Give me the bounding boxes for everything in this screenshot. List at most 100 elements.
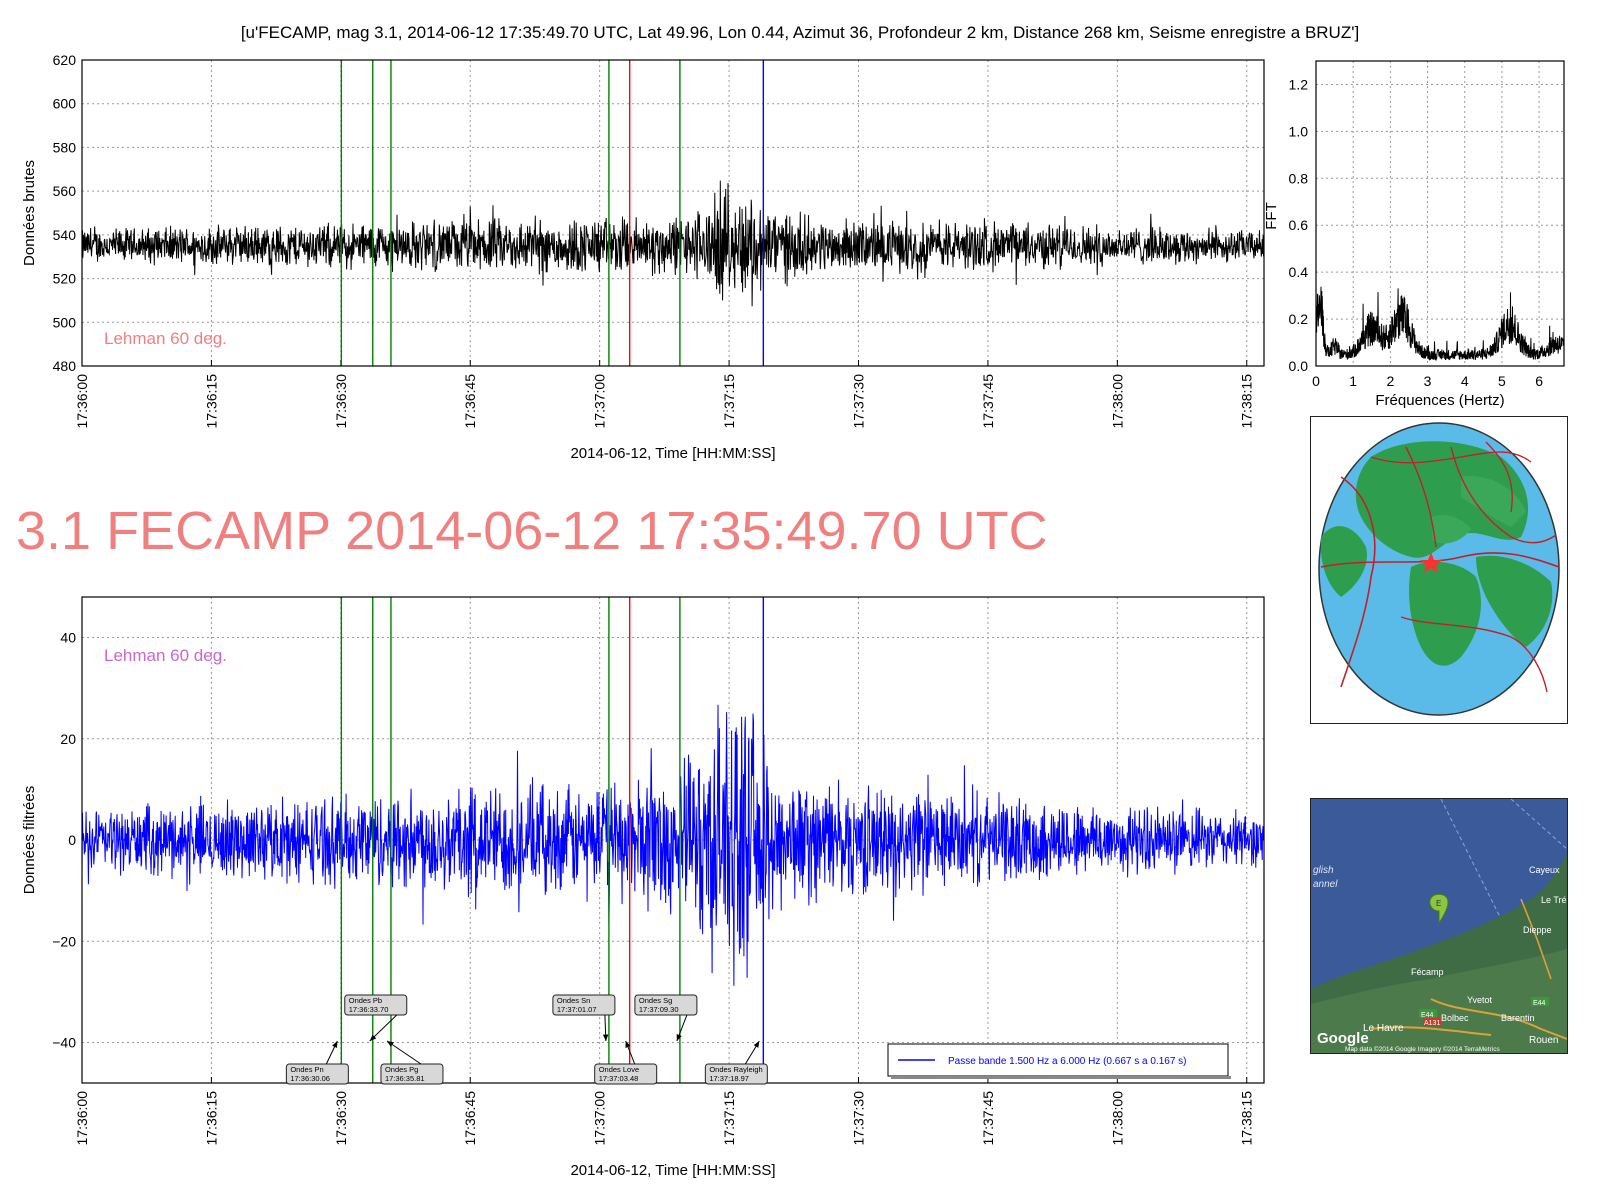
map-label-barentin: Barentin	[1501, 1013, 1535, 1023]
phase-label-time: 17:37:18.97	[709, 1074, 749, 1083]
phase-label-box	[380, 1063, 444, 1085]
fft-x-tick-label: 2	[1386, 373, 1394, 389]
phase-label-arrow	[386, 1040, 422, 1065]
phase-label-box	[552, 994, 616, 1016]
legend-box	[887, 1043, 1229, 1077]
phase-label-name: Ondes Sn	[557, 996, 590, 1005]
y-tick-label: 480	[53, 358, 77, 374]
x-tick-label: 17:38:00	[1109, 374, 1125, 429]
fft-y-axis-label: FFT	[1263, 202, 1280, 230]
fft-x-tick-label: 3	[1424, 373, 1432, 389]
x-tick-label: 17:37:45	[980, 1091, 996, 1146]
x-tick-label: 17:36:00	[74, 1091, 90, 1146]
seismic-trace	[82, 704, 1264, 986]
fft-trace	[1315, 286, 1565, 361]
plot-frame	[81, 59, 1265, 367]
y-tick-label: 540	[53, 227, 77, 243]
y-tick-label: 500	[53, 314, 77, 330]
y-axis-label: Données filtrées	[21, 786, 38, 894]
y-tick-label: 620	[53, 52, 77, 68]
phase-label-time: 17:37:09.30	[639, 1005, 679, 1014]
phase-label-name: Ondes Sg	[639, 996, 672, 1005]
phase-label-time: 17:36:33.70	[349, 1005, 389, 1014]
seismic-trace	[82, 180, 1264, 307]
fft-chart: 0 1 2 3 4 5 6 0.0 0.2 0.4 0.6 0.8 1.0 1.2 Fréquences (…	[1263, 60, 1565, 409]
fft-x-tick-label: 5	[1498, 373, 1506, 389]
map-road-a131: A131	[1424, 1020, 1440, 1027]
local-map: glish annel Cayeux Le Tré Dieppe Fécamp …	[1310, 798, 1568, 1054]
y-tick-label: 520	[53, 271, 77, 287]
map-label-channel-2: annel	[1313, 879, 1338, 890]
phase-label-arrowhead	[386, 1041, 394, 1047]
phase-label-arrowhead	[332, 1041, 338, 1048]
phase-label-time: 17:36:35.81	[385, 1074, 425, 1083]
map-label-rouen: Rouen	[1529, 1035, 1558, 1046]
fft-x-tick-label: 4	[1461, 373, 1469, 389]
y-tick-label: −20	[52, 933, 76, 949]
fft-y-tick-label: 1.2	[1289, 76, 1309, 92]
y-tick-label: 580	[53, 139, 77, 155]
map-label-dieppe: Dieppe	[1523, 925, 1552, 935]
phase-label-box	[704, 1063, 768, 1085]
x-tick-label: 17:37:15	[721, 374, 737, 429]
x-tick-label: 17:36:00	[74, 374, 90, 429]
phase-label-box	[285, 1063, 349, 1085]
epicenter-pin-icon: E	[1429, 893, 1449, 925]
phase-label-name: Ondes Pg	[385, 1065, 418, 1074]
phase-label-box	[594, 1063, 658, 1085]
phase-label-arrowhead	[369, 1034, 377, 1041]
fft-frame	[1315, 60, 1565, 367]
fft-y-tick-label: 0.4	[1289, 264, 1309, 280]
x-tick-label: 17:37:00	[592, 374, 608, 429]
x-tick-label: 17:38:15	[1239, 1091, 1255, 1146]
phase-label-box	[344, 994, 408, 1016]
y-tick-label: 20	[60, 731, 76, 747]
chart-legend: Passe bande 1.500 Hz a 6.000 Hz (0.667 s…	[887, 1043, 1231, 1079]
x-tick-label: 17:36:15	[203, 1091, 219, 1146]
map-label-cayeux: Cayeux	[1529, 865, 1560, 875]
fft-y-tick-label: 0.8	[1289, 170, 1309, 186]
x-tick-label: 17:38:00	[1109, 1091, 1125, 1146]
fft-y-tick-label: 0.0	[1289, 358, 1309, 374]
x-axis-label: 2014-06-12, Time [HH:MM:SS]	[570, 1162, 775, 1179]
map-label-channel-1: glish	[1313, 865, 1334, 876]
legend-shadow	[891, 1076, 1231, 1079]
phase-label-time: 17:37:01.07	[557, 1005, 597, 1014]
map-pin-label: E	[1436, 899, 1441, 908]
map-label-yvetot: Yvetot	[1467, 995, 1493, 1005]
x-tick-label: 17:37:00	[592, 1091, 608, 1146]
phase-label-name: Ondes Pn	[290, 1065, 323, 1074]
raw-data-chart: 17:36:00 17:36:15 17:36:30 17:36:45 17:37:00…	[21, 52, 1265, 462]
map-label-letre: Le Tré	[1541, 895, 1567, 905]
globe-map-icon	[1318, 422, 1560, 716]
epicenter-star-icon	[1420, 552, 1442, 573]
map-road-e44-west: E44	[1421, 1012, 1434, 1019]
x-tick-label: 17:38:15	[1239, 374, 1255, 429]
lehman-annotation: Lehman 60 deg.	[104, 329, 227, 348]
phase-label-time: 17:37:03.48	[599, 1074, 639, 1083]
fft-x-axis-label: Fréquences (Hertz)	[1375, 392, 1504, 409]
filtered-data-chart: 17:36:00 17:36:15 17:36:30 17:36:45 17:37:00…	[21, 596, 1265, 1179]
y-axis-label: Données brutes	[21, 160, 38, 266]
figure-title: [u'FECAMP, mag 3.1, 2014-06-12 17:35:49.…	[241, 23, 1359, 42]
x-tick-label: 17:37:30	[850, 374, 866, 429]
event-headline: 3.1 FECAMP 2014-06-12 17:35:49.70 UTC	[16, 501, 1048, 561]
x-tick-label: 17:36:45	[462, 374, 478, 429]
map-road-e44-east: E44	[1533, 1000, 1546, 1007]
phase-label-arrowhead	[676, 1034, 682, 1041]
fft-y-tick-label: 1.0	[1289, 123, 1309, 139]
y-tick-label: −40	[52, 1035, 76, 1051]
fft-x-tick-label: 6	[1535, 373, 1543, 389]
y-tick-label: 560	[53, 183, 77, 199]
fft-y-tick-label: 0.2	[1289, 311, 1309, 327]
y-tick-label: 600	[53, 96, 77, 112]
x-tick-label: 17:36:15	[203, 374, 219, 429]
x-tick-label: 17:36:30	[333, 374, 349, 429]
